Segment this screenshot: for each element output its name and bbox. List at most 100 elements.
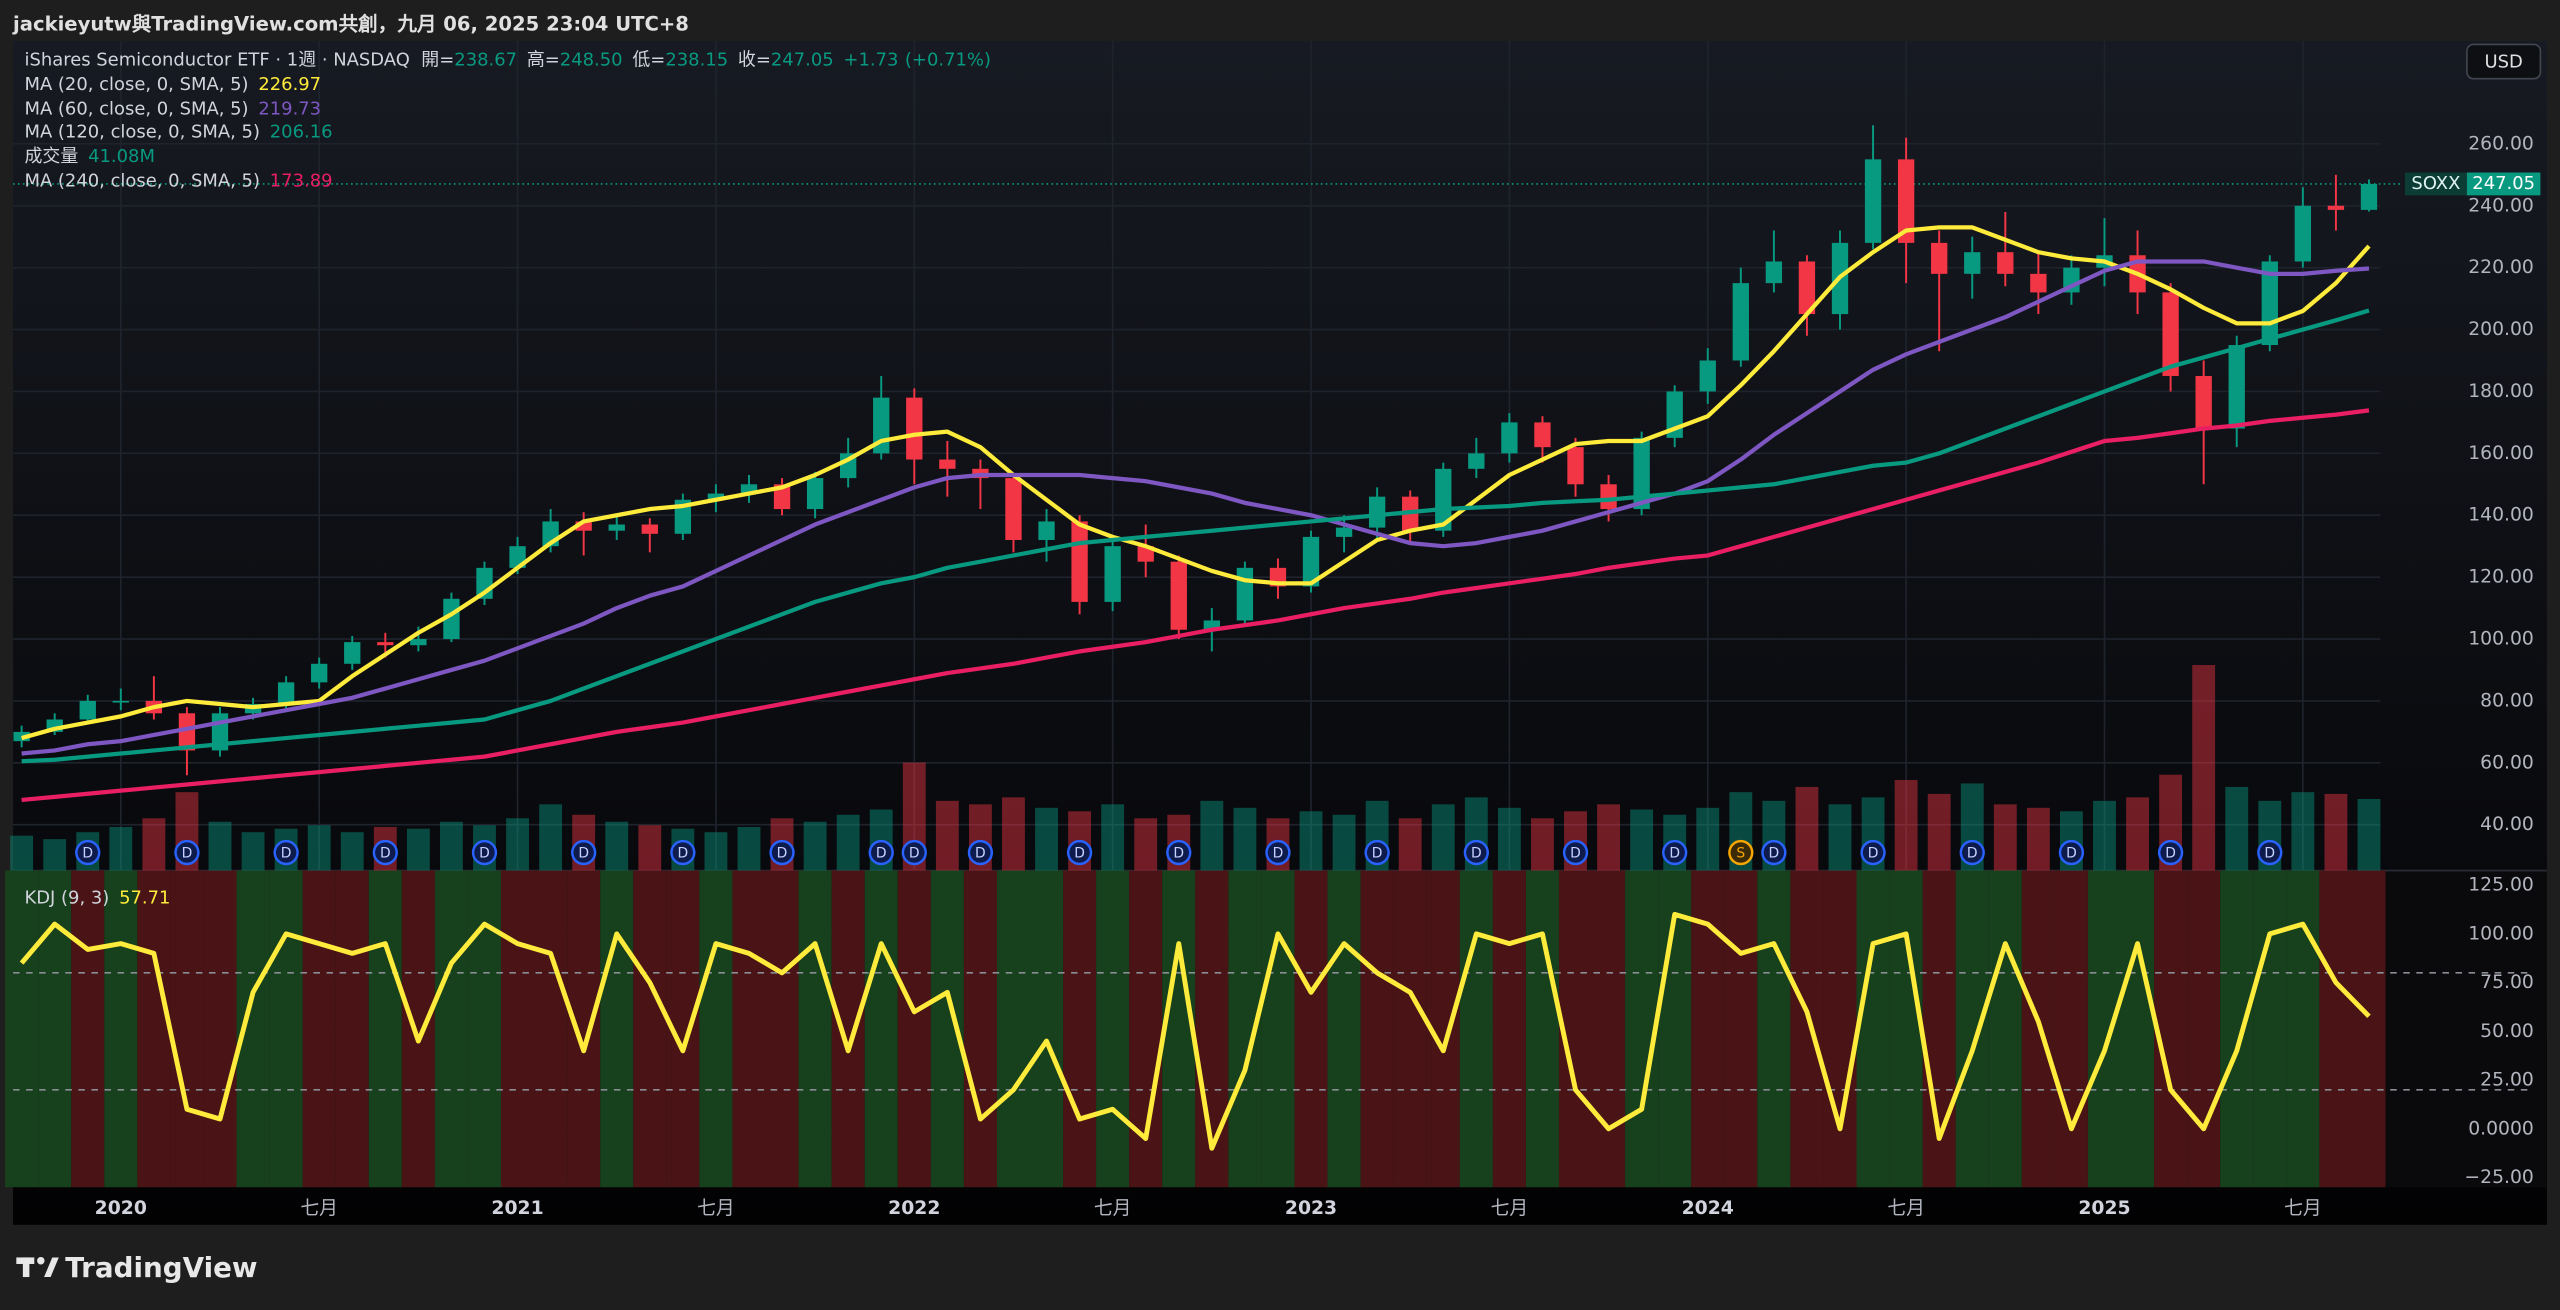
kdj-zone xyxy=(1988,870,2022,1188)
candle-body xyxy=(2195,375,2212,429)
event-marker xyxy=(571,839,597,866)
volume-bar xyxy=(1398,818,1422,871)
volume-bar xyxy=(340,832,364,871)
kdj-zone xyxy=(798,870,832,1188)
candle-body xyxy=(641,524,658,534)
candle-body xyxy=(178,713,196,751)
kdj-zone xyxy=(1625,870,1659,1188)
price-tick-label: 180.00 xyxy=(2468,381,2534,402)
candle-body xyxy=(1600,484,1617,510)
moving-average-line xyxy=(21,259,2370,756)
kdj-zone xyxy=(1096,870,1130,1188)
event-label: D xyxy=(975,845,986,861)
kdj-zone xyxy=(1492,870,1526,1188)
event-marker xyxy=(471,839,498,866)
volume-bar xyxy=(1332,814,1356,871)
kdj-zone xyxy=(2319,870,2353,1188)
moving-average-line xyxy=(21,308,2370,764)
price-tick-label: 160.00 xyxy=(2468,443,2534,464)
volume-bar xyxy=(1927,793,1951,871)
kdj-tick-label: 0.0000 xyxy=(2468,1118,2534,1139)
event-label: D xyxy=(479,845,490,861)
legend-item: 173.89 xyxy=(270,171,333,192)
kdj-zone xyxy=(203,870,237,1188)
volume-bar xyxy=(142,818,166,871)
event-marker xyxy=(1761,839,1787,866)
kdj-zone xyxy=(1360,870,1394,1188)
currency-button[interactable] xyxy=(2466,43,2542,80)
event-marker xyxy=(273,839,299,866)
event-marker xyxy=(1728,839,1754,866)
volume-bar xyxy=(406,828,430,871)
legend-item: 收= xyxy=(738,50,771,71)
legend-item: 41.08M xyxy=(88,146,155,167)
currency-label[interactable]: USD xyxy=(2485,51,2523,72)
event-label: D xyxy=(2264,845,2275,861)
kdj-zone xyxy=(1856,870,1890,1188)
candle-body xyxy=(2228,345,2245,429)
candle-body xyxy=(277,682,295,705)
event-marker xyxy=(967,839,994,866)
kdj-zone xyxy=(434,870,468,1188)
kdj-zone xyxy=(600,870,634,1188)
kdj-zone xyxy=(864,870,898,1188)
event-label: D xyxy=(1471,845,1482,861)
volume-bar xyxy=(605,821,629,871)
candle-body xyxy=(1964,252,1981,274)
candle-body xyxy=(2030,273,2047,293)
event-label: D xyxy=(2165,845,2176,861)
event-marker xyxy=(2157,839,2184,866)
kdj-zone xyxy=(137,870,171,1188)
legend-line: iShares Semiconductor ETF · 1週 · NASDAQ 開… xyxy=(24,50,990,71)
candle-body xyxy=(344,642,361,664)
event-label: D xyxy=(678,845,689,861)
kdj-zone xyxy=(765,870,799,1188)
volume-bar xyxy=(1597,804,1620,871)
candle-body xyxy=(1368,496,1386,528)
volume-bar xyxy=(10,835,34,871)
price-tick-label: 40.00 xyxy=(2480,814,2534,835)
volume-bar xyxy=(704,832,728,871)
event-marker xyxy=(769,839,795,866)
volume-bar xyxy=(1101,804,1125,871)
candle-body xyxy=(1534,422,1551,448)
kdj-line xyxy=(19,911,2371,1151)
event-label: D xyxy=(281,845,292,861)
candle-body xyxy=(1170,561,1187,630)
event-marker xyxy=(2257,839,2283,866)
kdj-zone xyxy=(1459,870,1493,1188)
kdj-zone xyxy=(269,870,303,1188)
time-tick-label: 2021 xyxy=(491,1198,543,1219)
kdj-tick-label: 50.00 xyxy=(2480,1021,2534,1042)
legend-item: 低= xyxy=(632,50,665,71)
candle-body xyxy=(2360,183,2378,210)
volume-bar xyxy=(1200,800,1224,871)
legend-line: MA (120, close, 0, SMA, 5) 206.16 xyxy=(24,122,332,143)
legend-item: 57.71 xyxy=(119,887,170,908)
kdj-zone xyxy=(1525,870,1559,1188)
event-label: D xyxy=(1173,845,1184,861)
event-label: D xyxy=(1967,845,1978,861)
event-marker xyxy=(2058,839,2085,866)
volume-bar xyxy=(935,800,959,871)
legend-item: 247.05 xyxy=(771,50,834,71)
volume-bar xyxy=(307,825,331,871)
legend-item: MA (60, close, 0, SMA, 5) xyxy=(24,99,248,120)
event-label: D xyxy=(1074,845,1085,861)
volume-bar xyxy=(1035,807,1058,871)
candle-body xyxy=(1732,283,1749,361)
volume-bar xyxy=(241,832,265,871)
time-tick-label: 2023 xyxy=(1285,1198,1337,1219)
event-marker xyxy=(1959,839,1985,866)
candle-body xyxy=(1468,453,1485,469)
legend-item: 開= xyxy=(421,50,454,71)
candle-body xyxy=(939,459,956,469)
price-tick-label: 240.00 xyxy=(2468,195,2534,216)
event-label: D xyxy=(578,845,589,861)
time-tick-label: 七月 xyxy=(1094,1197,1132,1219)
volume-bar xyxy=(1497,807,1521,871)
event-marker xyxy=(1364,839,1390,866)
event-label: S xyxy=(1736,845,1745,861)
volume-bar xyxy=(1531,818,1554,871)
